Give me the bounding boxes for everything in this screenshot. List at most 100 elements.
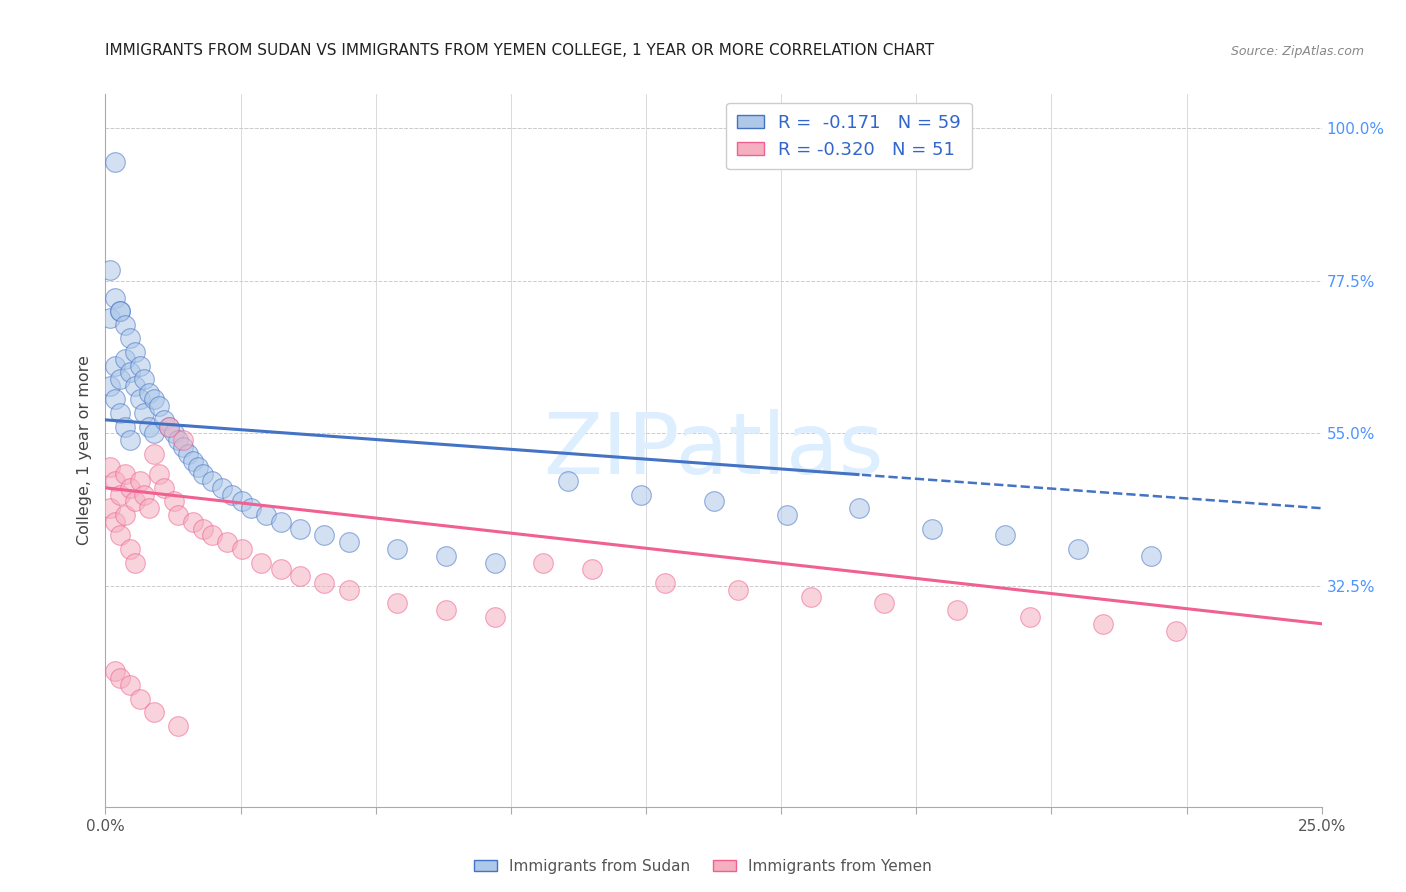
Point	[98, 263, 121, 277]
Point	[143, 705, 166, 719]
Point	[104, 359, 127, 373]
Point	[848, 501, 870, 516]
Point	[288, 569, 311, 583]
Point	[157, 419, 180, 434]
Point	[484, 610, 506, 624]
Point	[1067, 541, 1090, 556]
Point	[128, 474, 150, 488]
Point	[134, 372, 156, 386]
Point	[98, 460, 121, 475]
Point	[187, 460, 209, 475]
Point	[172, 434, 194, 448]
Point	[921, 522, 943, 536]
Point	[148, 467, 170, 482]
Point	[162, 426, 184, 441]
Point	[128, 392, 150, 407]
Point	[153, 481, 176, 495]
Point	[434, 549, 457, 563]
Legend: R =  -0.171   N = 59, R = -0.320   N = 51: R = -0.171 N = 59, R = -0.320 N = 51	[725, 103, 972, 169]
Point	[108, 488, 131, 502]
Point	[108, 372, 131, 386]
Point	[108, 406, 131, 420]
Point	[118, 541, 141, 556]
Point	[98, 379, 121, 393]
Point	[630, 488, 652, 502]
Point	[98, 310, 121, 325]
Point	[314, 576, 336, 591]
Point	[201, 474, 224, 488]
Point	[153, 413, 176, 427]
Point	[387, 541, 409, 556]
Point	[138, 385, 160, 400]
Point	[108, 671, 131, 685]
Point	[104, 665, 127, 679]
Point	[118, 678, 141, 692]
Point	[162, 494, 184, 508]
Point	[104, 154, 127, 169]
Point	[104, 291, 127, 305]
Point	[557, 474, 579, 488]
Point	[1091, 616, 1114, 631]
Point	[873, 596, 896, 610]
Point	[114, 318, 136, 332]
Point	[531, 556, 554, 570]
Point	[337, 535, 360, 549]
Point	[167, 719, 190, 733]
Point	[201, 528, 224, 542]
Text: ZIPatlas: ZIPatlas	[543, 409, 884, 492]
Point	[314, 528, 336, 542]
Point	[118, 434, 141, 448]
Point	[114, 467, 136, 482]
Point	[800, 590, 823, 604]
Point	[157, 419, 180, 434]
Point	[250, 556, 273, 570]
Point	[114, 351, 136, 366]
Point	[240, 501, 263, 516]
Point	[104, 515, 127, 529]
Point	[727, 582, 749, 597]
Point	[288, 522, 311, 536]
Point	[484, 556, 506, 570]
Point	[702, 494, 725, 508]
Point	[118, 365, 141, 379]
Point	[270, 515, 292, 529]
Point	[98, 501, 121, 516]
Point	[167, 508, 190, 522]
Point	[118, 331, 141, 345]
Point	[114, 419, 136, 434]
Point	[134, 488, 156, 502]
Point	[254, 508, 277, 522]
Point	[945, 603, 967, 617]
Point	[143, 447, 166, 461]
Point	[191, 467, 214, 482]
Point	[221, 488, 243, 502]
Point	[231, 541, 253, 556]
Point	[231, 494, 253, 508]
Point	[181, 515, 204, 529]
Point	[108, 304, 131, 318]
Point	[217, 535, 239, 549]
Point	[124, 556, 146, 570]
Point	[1140, 549, 1163, 563]
Point	[775, 508, 797, 522]
Point	[138, 501, 160, 516]
Point	[124, 494, 146, 508]
Text: Source: ZipAtlas.com: Source: ZipAtlas.com	[1230, 45, 1364, 58]
Point	[104, 392, 127, 407]
Point	[181, 453, 204, 467]
Point	[124, 379, 146, 393]
Point	[128, 691, 150, 706]
Point	[177, 447, 200, 461]
Point	[337, 582, 360, 597]
Point	[108, 528, 131, 542]
Point	[108, 304, 131, 318]
Y-axis label: College, 1 year or more: College, 1 year or more	[76, 356, 91, 545]
Point	[114, 508, 136, 522]
Point	[134, 406, 156, 420]
Point	[143, 392, 166, 407]
Legend: Immigrants from Sudan, Immigrants from Yemen: Immigrants from Sudan, Immigrants from Y…	[468, 853, 938, 880]
Point	[270, 562, 292, 576]
Point	[124, 345, 146, 359]
Point	[172, 440, 194, 454]
Point	[143, 426, 166, 441]
